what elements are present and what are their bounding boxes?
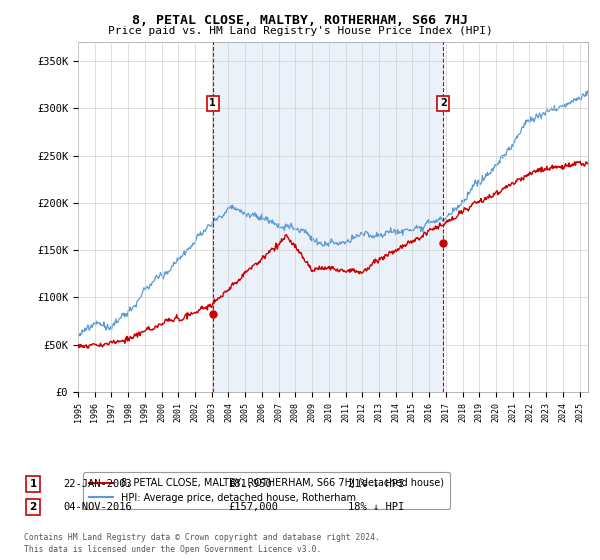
Text: 22-JAN-2003: 22-JAN-2003 xyxy=(63,479,132,489)
Text: £81,950: £81,950 xyxy=(228,479,272,489)
Text: £157,000: £157,000 xyxy=(228,502,278,512)
Text: 1: 1 xyxy=(29,479,37,489)
Text: 2: 2 xyxy=(29,502,37,512)
Text: 21% ↓ HPI: 21% ↓ HPI xyxy=(348,479,404,489)
Text: This data is licensed under the Open Government Licence v3.0.: This data is licensed under the Open Gov… xyxy=(24,545,322,554)
Bar xyxy=(213,42,443,392)
Text: 1: 1 xyxy=(209,99,216,109)
Text: Price paid vs. HM Land Registry's House Price Index (HPI): Price paid vs. HM Land Registry's House … xyxy=(107,26,493,36)
Text: 8, PETAL CLOSE, MALTBY, ROTHERHAM, S66 7HJ: 8, PETAL CLOSE, MALTBY, ROTHERHAM, S66 7… xyxy=(132,14,468,27)
Text: 2: 2 xyxy=(440,99,446,109)
Text: 04-NOV-2016: 04-NOV-2016 xyxy=(63,502,132,512)
Text: Contains HM Land Registry data © Crown copyright and database right 2024.: Contains HM Land Registry data © Crown c… xyxy=(24,533,380,542)
Legend: 8, PETAL CLOSE, MALTBY, ROTHERHAM, S66 7HJ (detached house), HPI: Average price,: 8, PETAL CLOSE, MALTBY, ROTHERHAM, S66 7… xyxy=(83,472,449,508)
Text: 18% ↓ HPI: 18% ↓ HPI xyxy=(348,502,404,512)
